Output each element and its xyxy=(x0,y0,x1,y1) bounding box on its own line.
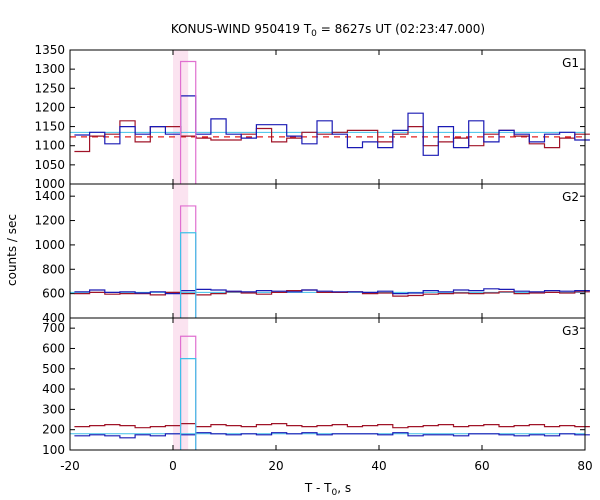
y-tick-label: 600 xyxy=(42,287,65,301)
x-axis-label-suffix: , s xyxy=(337,481,351,495)
series-blue-histogram xyxy=(74,288,590,295)
series-blue-histogram xyxy=(74,432,590,439)
panel-frame xyxy=(69,317,586,451)
y-tick-label: 1400 xyxy=(34,189,65,203)
series-red-histogram xyxy=(74,423,590,429)
y-tick-label: 1000 xyxy=(34,177,65,191)
y-tick-label: 1350 xyxy=(34,43,65,57)
y-tick-label: 1000 xyxy=(34,238,65,252)
y-tick-label: 100 xyxy=(42,443,65,457)
x-tick-label: 60 xyxy=(474,459,489,473)
y-tick-label: 300 xyxy=(42,402,65,416)
x-tick-label: 0 xyxy=(169,459,177,473)
y-tick-label: 1200 xyxy=(34,214,65,228)
x-tick-label: 20 xyxy=(268,459,283,473)
y-tick-label: 1300 xyxy=(34,62,65,76)
y-tick-label: 400 xyxy=(42,382,65,396)
chart-title: KONUS-WIND 950419 T0 = 8627s UT (02:23:4… xyxy=(171,22,485,39)
chart-title-subscript: 0 xyxy=(311,29,317,39)
panel-label: G1 xyxy=(562,56,579,70)
y-tick-label: 800 xyxy=(42,262,65,276)
burst-bin-cyan xyxy=(179,232,197,318)
x-axis-label-prefix: T - T xyxy=(304,481,332,495)
y-tick-label: 600 xyxy=(42,341,65,355)
x-tick-label: -20 xyxy=(60,459,80,473)
y-tick-label: 1250 xyxy=(34,81,65,95)
x-axis-label: T - T0, s xyxy=(304,481,351,498)
x-tick-label: 40 xyxy=(371,459,386,473)
chart-title-suffix: = 8627s UT (02:23:47.000) xyxy=(317,22,485,36)
panel-g3: 100 200 300 400 500 600 700 G3 xyxy=(42,317,590,457)
panel-label: G3 xyxy=(562,324,579,338)
y-tick-label: 1100 xyxy=(34,139,65,153)
series-blue-histogram xyxy=(74,95,590,156)
burst-bin-magenta xyxy=(179,60,197,184)
x-tick-label: 80 xyxy=(577,459,592,473)
y-tick-label: 500 xyxy=(42,362,65,376)
panels-group: 10001050110011501200125013001350G1400600… xyxy=(34,43,592,473)
panel-label: G2 xyxy=(562,190,579,204)
y-tick-label: 400 xyxy=(42,311,65,325)
panel-frame xyxy=(69,49,586,185)
y-tick-label: 700 xyxy=(42,321,65,335)
x-axis-label-subscript: 0 xyxy=(332,488,338,498)
panel-frame xyxy=(69,183,586,319)
panel-g1: 1000 1050 1100 1150 1200 1250 1300 1350 G1 xyxy=(34,43,590,191)
y-tick-label: 1150 xyxy=(34,120,65,134)
panel-g2: 400 600 800 1000 1200 1400 G2 xyxy=(34,183,590,325)
burst-bin-cyan xyxy=(179,358,197,450)
y-tick-label: 1050 xyxy=(34,158,65,172)
y-tick-label: 1200 xyxy=(34,100,65,114)
y-tick-label: 200 xyxy=(42,423,65,437)
chart-title-prefix: KONUS-WIND 950419 T xyxy=(171,22,312,36)
y-axis-label: counts / sec xyxy=(5,214,19,286)
